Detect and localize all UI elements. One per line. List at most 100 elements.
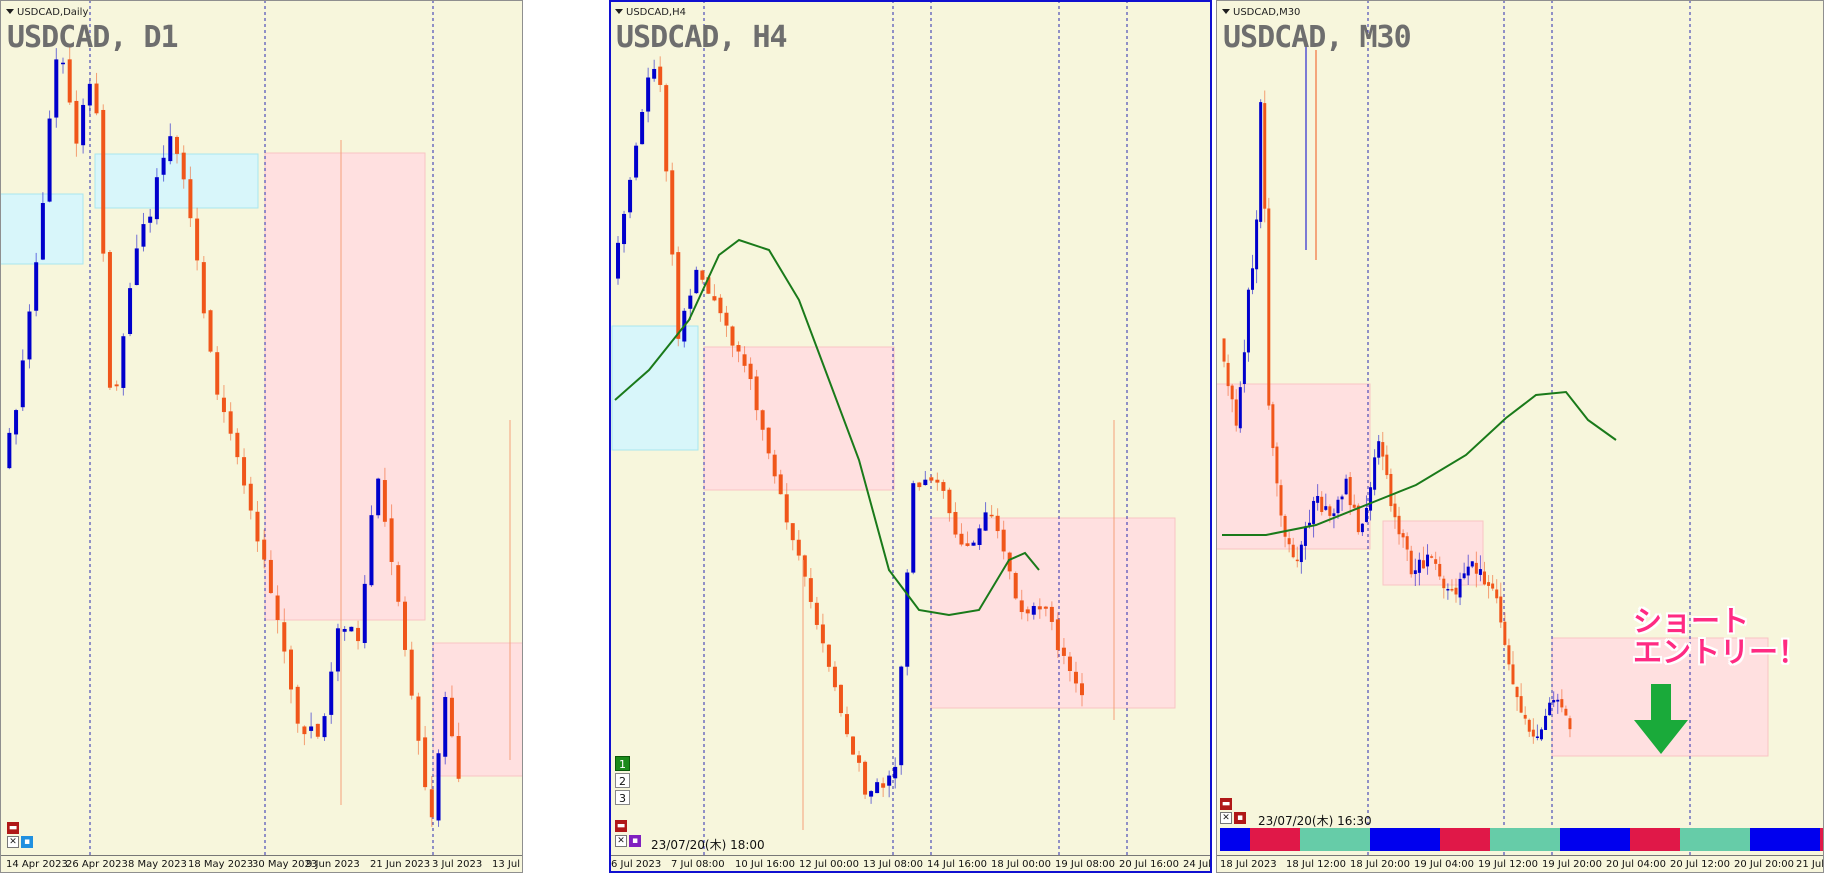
bear-candle bbox=[1061, 647, 1066, 656]
bull-candle bbox=[436, 753, 441, 821]
dropdown-triangle-icon[interactable] bbox=[6, 9, 14, 14]
bear-candle bbox=[712, 296, 717, 301]
bull-candle bbox=[1552, 700, 1556, 703]
axis-tick-label: 20 Jul 12:00 bbox=[1670, 859, 1730, 870]
bear-candle bbox=[1401, 533, 1405, 538]
bear-candle bbox=[262, 539, 267, 560]
bull-candle bbox=[1312, 500, 1316, 524]
bear-candle bbox=[1295, 559, 1299, 562]
bear-candle bbox=[1568, 718, 1572, 730]
close-icon[interactable]: ✕ bbox=[615, 835, 627, 847]
bear-candle bbox=[941, 482, 946, 491]
bull-candle bbox=[893, 766, 898, 779]
bull-candle bbox=[1360, 523, 1364, 533]
session-segment bbox=[1220, 828, 1250, 851]
bear-candle bbox=[302, 726, 307, 735]
tf-button-3[interactable]: 3 bbox=[615, 790, 630, 805]
bull-candle bbox=[443, 697, 448, 757]
bear-candle bbox=[1495, 589, 1499, 599]
bull-candle bbox=[1308, 522, 1311, 526]
bull-candle bbox=[1470, 561, 1474, 567]
bear-candle bbox=[1291, 544, 1295, 558]
dropdown-triangle-icon[interactable] bbox=[1222, 9, 1230, 14]
axis-tick-label: 12 Jul 00:00 bbox=[799, 859, 859, 870]
bull-candle bbox=[141, 224, 146, 247]
bear-candle bbox=[1438, 563, 1442, 577]
bear-candle bbox=[389, 518, 394, 562]
bear-candle bbox=[67, 59, 72, 103]
bull-candle bbox=[309, 726, 314, 731]
price-chart[interactable] bbox=[1216, 0, 1824, 873]
bear-candle bbox=[255, 511, 260, 542]
chart-window-m30[interactable]: USDCAD,M30 USDCAD, M30 ▬ ✕ ▪ 23/07/20(木)… bbox=[1216, 0, 1824, 873]
bear-candle bbox=[208, 310, 213, 352]
bull-candle bbox=[1458, 578, 1462, 598]
bear-candle bbox=[242, 457, 247, 486]
bear-candle bbox=[814, 602, 819, 625]
session-segment bbox=[1560, 828, 1630, 851]
chart-window-d1[interactable]: USDCAD,Daily USDCAD, D1 ▬ ✕ ▪ 14 Apr 202… bbox=[0, 0, 523, 873]
chart-title: USDCAD, M30 bbox=[1223, 20, 1412, 55]
bear-candle bbox=[221, 397, 226, 413]
square-icon[interactable]: ▪ bbox=[21, 836, 33, 848]
bear-candle bbox=[1442, 578, 1446, 589]
minimize-icon[interactable]: ▬ bbox=[615, 820, 627, 832]
bull-candle bbox=[1377, 441, 1381, 458]
session-segment bbox=[1750, 828, 1820, 851]
axis-tick-label: 21 Jun 2023 bbox=[370, 859, 431, 870]
bull-candle bbox=[47, 118, 52, 202]
bull-candle bbox=[61, 62, 65, 65]
bull-candle bbox=[128, 288, 133, 335]
close-icon[interactable]: ✕ bbox=[1220, 812, 1232, 824]
square-icon[interactable]: ▪ bbox=[1234, 812, 1246, 824]
bear-candle bbox=[181, 152, 186, 180]
down-arrow-icon bbox=[1634, 684, 1688, 754]
window-label: USDCAD,Daily bbox=[6, 7, 88, 18]
demand-zone bbox=[611, 325, 699, 451]
square-icon[interactable]: ▪ bbox=[629, 835, 641, 847]
bear-candle bbox=[1222, 338, 1226, 362]
price-chart[interactable] bbox=[609, 0, 1212, 873]
minimize-icon[interactable]: ▬ bbox=[7, 822, 19, 834]
bear-candle bbox=[1405, 536, 1409, 550]
bull-candle bbox=[983, 512, 988, 531]
bear-candle bbox=[268, 559, 273, 594]
bear-candle bbox=[1564, 708, 1568, 716]
bull-candle bbox=[628, 179, 633, 213]
timestamp: 23/07/20(木) 18:00 bbox=[651, 838, 765, 852]
tf-button-2[interactable]: 2 bbox=[615, 773, 630, 788]
axis-tick-label: 14 Jul 16:00 bbox=[927, 859, 987, 870]
price-chart[interactable] bbox=[0, 0, 523, 873]
close-icon[interactable]: ✕ bbox=[7, 836, 19, 848]
bull-candle bbox=[911, 483, 916, 573]
bear-candle bbox=[201, 262, 206, 314]
chart-title: USDCAD, D1 bbox=[7, 20, 179, 55]
dropdown-triangle-icon[interactable] bbox=[615, 9, 623, 14]
minimize-icon[interactable]: ▬ bbox=[1220, 798, 1232, 810]
bull-candle bbox=[875, 782, 880, 794]
bear-candle bbox=[409, 649, 414, 696]
bear-candle bbox=[760, 410, 765, 430]
bear-candle bbox=[1430, 556, 1434, 558]
bear-candle bbox=[808, 578, 813, 602]
bull-candle bbox=[887, 775, 892, 786]
bull-candle bbox=[1316, 495, 1320, 503]
bear-candle bbox=[1007, 552, 1012, 572]
timestamp: 23/07/20(木) 16:30 bbox=[1258, 814, 1372, 828]
bear-candle bbox=[826, 644, 831, 667]
tf-button-1[interactable]: 1 bbox=[615, 756, 630, 771]
bear-candle bbox=[382, 480, 387, 522]
window-label: USDCAD,M30 bbox=[1222, 7, 1300, 18]
chart-window-h4[interactable]: USDCAD,H4 USDCAD, H4 1 2 3 ▬ ✕ ▪ 23/07/2… bbox=[609, 0, 1212, 873]
bear-candle bbox=[664, 85, 669, 172]
bull-candle bbox=[40, 203, 45, 260]
bear-candle bbox=[1320, 496, 1324, 513]
bear-candle bbox=[1474, 562, 1478, 574]
bear-candle bbox=[74, 100, 79, 144]
bull-candle bbox=[646, 77, 651, 112]
bull-candle bbox=[694, 269, 699, 294]
axis-tick-label: 9 Jun 2023 bbox=[306, 859, 360, 870]
bear-candle bbox=[275, 595, 280, 620]
axis-tick-label: 20 Jul 16:00 bbox=[1119, 859, 1179, 870]
bear-candle bbox=[1348, 477, 1352, 506]
